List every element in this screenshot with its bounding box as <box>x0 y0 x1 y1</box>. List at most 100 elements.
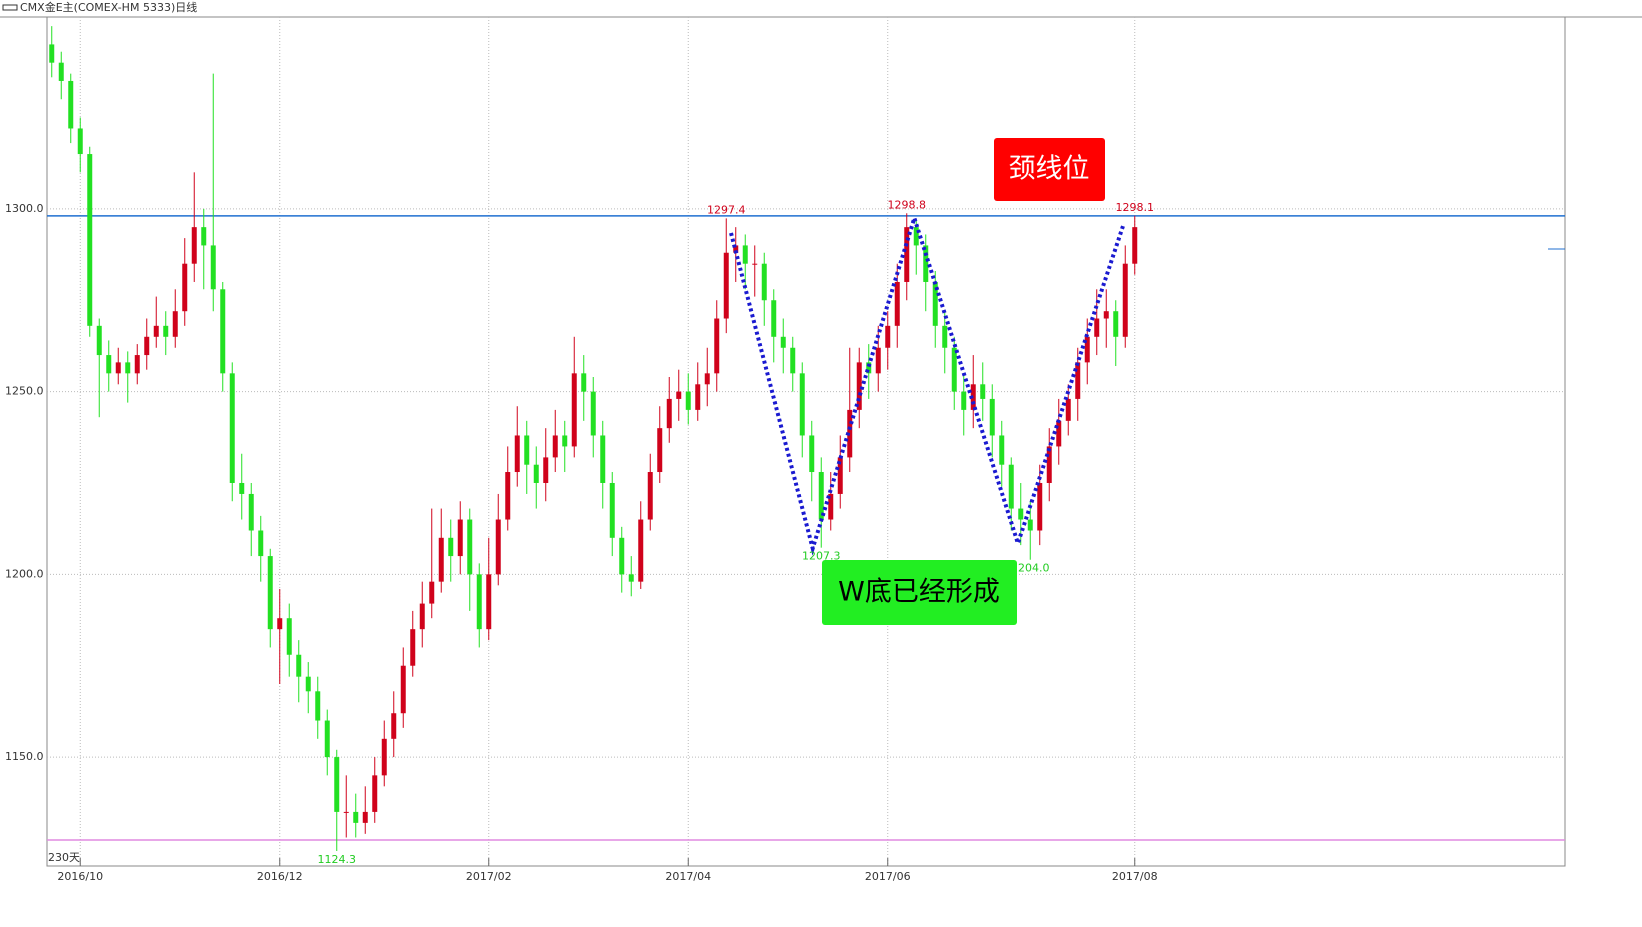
overlay: 颈线位 W底已经形成 <box>822 138 1105 625</box>
x-tick-label: 2017/06 <box>865 870 911 883</box>
x-tick-label: 2017/08 <box>1112 870 1158 883</box>
candle-body <box>1103 311 1109 319</box>
candle-body <box>248 493 254 531</box>
high-label: 1297.4 <box>707 203 746 216</box>
candle-body <box>334 757 340 812</box>
x-tick-label: 2016/12 <box>257 870 303 883</box>
x-tick-label: 2017/04 <box>665 870 711 883</box>
candle-body <box>1037 482 1043 531</box>
candle-body <box>372 775 378 812</box>
candle-body <box>818 472 824 520</box>
candle-body <box>96 325 102 356</box>
candle-body <box>524 435 530 465</box>
candle-body <box>790 347 796 374</box>
candle-body <box>68 80 74 129</box>
candle-body <box>391 713 397 739</box>
candle-body <box>714 318 720 374</box>
candle-body <box>410 629 416 666</box>
candle-body <box>657 428 663 473</box>
candle-body <box>590 391 596 436</box>
candle-body <box>761 263 767 301</box>
neckline-text: 颈线位 <box>1009 154 1090 185</box>
w-bottom-box <box>822 560 1017 625</box>
candle-body <box>999 435 1005 465</box>
candle-body <box>353 811 359 823</box>
candle-body <box>429 581 435 604</box>
low-label: 1124.3 <box>318 853 357 866</box>
candle-body <box>286 618 292 655</box>
header-icon <box>2 4 18 11</box>
candle-body <box>562 435 568 447</box>
candle-body <box>942 325 948 348</box>
candle-body <box>381 738 387 776</box>
x-tick-label: 2017/02 <box>466 870 512 883</box>
candle-body <box>771 300 777 337</box>
candle-body <box>856 362 862 410</box>
candle-body <box>638 519 644 582</box>
candle-body <box>676 391 682 399</box>
candle-body <box>552 435 558 458</box>
candle-body <box>514 435 520 473</box>
marks: 1297.4 1298.8 1298.1 1124.3 1207.3 1204.0 <box>49 26 1154 866</box>
candle-body <box>457 519 463 557</box>
candle-body <box>666 398 672 429</box>
candle-body <box>913 227 919 246</box>
candle-body <box>894 281 900 326</box>
candle-body <box>448 537 454 557</box>
candle-body <box>1056 420 1062 447</box>
candle-body <box>58 62 64 81</box>
candle-body <box>837 457 843 494</box>
header-title: CMX金E主(COMEX-HM 5333)日线 <box>20 0 197 14</box>
candle-body <box>733 245 739 253</box>
candle-body <box>277 618 283 630</box>
plot-frame <box>46 16 1566 867</box>
y-tick-label: 1250.0 <box>5 385 44 398</box>
candle-body <box>866 362 872 374</box>
candle-body <box>324 720 330 758</box>
candle-body <box>201 227 207 246</box>
candle-body <box>571 373 577 447</box>
candle-body <box>961 391 967 410</box>
candle-body <box>799 373 805 436</box>
candle-body <box>1113 311 1119 337</box>
candle-body <box>885 325 891 348</box>
candle-body <box>923 245 929 282</box>
candle-body <box>229 373 235 483</box>
candle-body <box>828 493 834 520</box>
candle-body <box>125 362 131 374</box>
candle-body <box>875 347 881 374</box>
period-label: 230天 <box>48 851 80 864</box>
candle-body <box>77 128 83 155</box>
w-pattern-line <box>729 211 1126 556</box>
candle-body <box>163 325 169 337</box>
candle-body <box>505 472 511 520</box>
candle-body <box>543 457 549 483</box>
candle-body <box>296 654 302 677</box>
candle-body <box>600 435 606 483</box>
high-label: 1298.8 <box>888 198 927 211</box>
candle-body <box>989 398 995 436</box>
candle-body <box>1094 318 1100 337</box>
candle-body <box>695 384 701 410</box>
candle-body <box>495 519 501 575</box>
candle-body <box>476 574 482 630</box>
low-label: 1204.0 <box>1011 562 1050 575</box>
candle-body <box>191 227 197 264</box>
candle-body <box>144 336 150 356</box>
w-bottom-text: W底已经形成 <box>838 577 1000 608</box>
candle-body <box>609 482 615 538</box>
candle-body <box>904 227 910 282</box>
candle-body <box>400 665 406 714</box>
candle-body <box>533 464 539 483</box>
neckline-box <box>994 138 1105 201</box>
candle-body <box>1008 464 1014 509</box>
candle-body <box>182 263 188 312</box>
candle-body <box>343 811 349 813</box>
x-tick-label: 2016/10 <box>57 870 103 883</box>
candle-body <box>467 519 473 575</box>
candle-body <box>315 691 321 721</box>
candle-body <box>134 355 140 374</box>
low-label: 1207.3 <box>802 550 841 563</box>
candle-body <box>1018 508 1024 520</box>
